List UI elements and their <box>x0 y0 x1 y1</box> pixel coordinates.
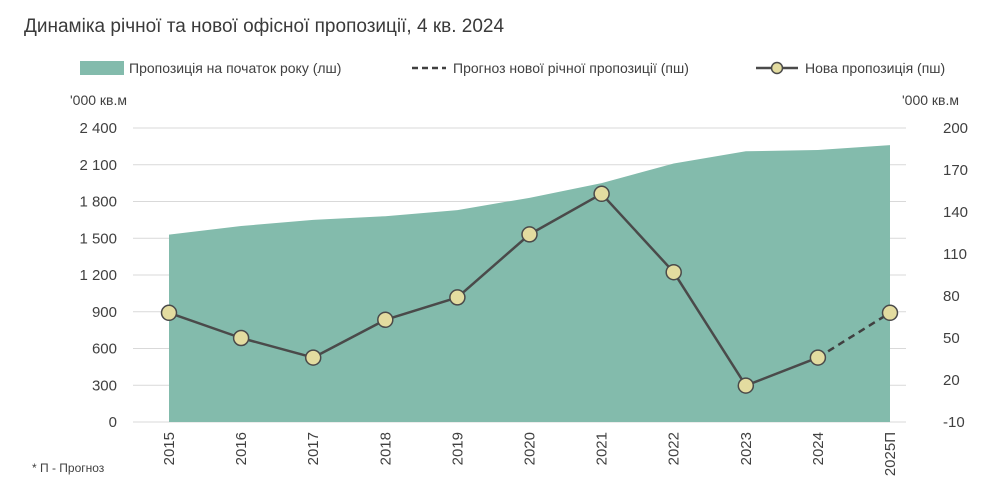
right-axis-unit: '000 кв.м <box>902 92 959 108</box>
legend-area-swatch <box>80 61 124 75</box>
left-tick-label: 2 100 <box>79 157 117 174</box>
right-axis-ticks: -10 20 50 80 110 140 170 200 <box>943 120 968 431</box>
new-supply-point <box>377 311 394 329</box>
right-tick-label: 80 <box>943 288 960 305</box>
right-tick-label: 110 <box>943 246 967 263</box>
forecast-point <box>881 304 899 322</box>
left-tick-label: 1 200 <box>79 267 117 284</box>
left-axis-unit: '000 кв.м <box>70 92 127 108</box>
footnote: * П - Прогноз <box>32 461 105 475</box>
new-supply-point <box>809 349 827 366</box>
new-supply-point <box>521 226 538 243</box>
supply-area <box>169 145 890 422</box>
left-tick-label: 300 <box>92 377 117 394</box>
x-tick-label: 2024 <box>810 432 827 465</box>
right-tick-label: 140 <box>943 204 968 221</box>
x-tick-label: 2020 <box>522 432 539 465</box>
legend-area-label: Пропозиція на початок року (лш) <box>129 60 341 76</box>
x-tick-label: 2018 <box>377 432 394 465</box>
right-tick-label: 20 <box>943 372 960 389</box>
x-tick-label: 2015 <box>161 432 178 465</box>
legend-new-supply-swatch-marker <box>770 61 784 75</box>
left-tick-label: 1 500 <box>79 230 117 247</box>
new-supply-point <box>449 289 466 306</box>
left-tick-label: 600 <box>92 341 117 358</box>
x-tick-label: 2017 <box>305 432 322 465</box>
x-tick-label: 2022 <box>666 432 683 465</box>
left-tick-label: 0 <box>109 414 117 431</box>
new-supply-point <box>593 185 610 203</box>
x-tick-label: 2016 <box>233 432 250 465</box>
x-tick-label: 2023 <box>738 432 755 465</box>
right-tick-label: 200 <box>943 120 968 137</box>
x-axis-ticks: 2015 2016 2017 2018 2019 2020 2021 2022 2023 2024… <box>161 432 899 476</box>
x-tick-label: 2021 <box>594 432 611 465</box>
new-supply-point <box>160 304 178 322</box>
chart-title: Динаміка річної та нової офісної пропози… <box>24 16 504 37</box>
left-tick-label: 2 400 <box>79 120 117 137</box>
new-supply-point <box>737 377 755 394</box>
area-series <box>169 145 890 422</box>
new-supply-point <box>304 349 322 366</box>
left-axis-ticks: 0 300 600 900 1 200 1 500 1 800 2 100 2 400 <box>79 120 117 431</box>
right-tick-label: 50 <box>943 330 960 347</box>
forecast-line <box>817 311 891 359</box>
new-supply-point <box>665 263 682 281</box>
line-series <box>160 185 899 394</box>
left-tick-label: 900 <box>92 304 117 321</box>
x-tick-label: 2019 <box>449 432 466 465</box>
left-tick-label: 1 800 <box>79 194 117 211</box>
new-supply-point <box>232 329 250 347</box>
x-tick-label: 2025П <box>882 432 899 476</box>
right-tick-label: -10 <box>943 414 965 431</box>
legend-new-supply-label: Нова пропозиція (пш) <box>805 60 945 76</box>
legend: Пропозиція на початок року (лш) Прогноз … <box>80 60 945 76</box>
new-supply-line <box>168 192 819 387</box>
right-tick-label: 170 <box>943 162 968 179</box>
legend-forecast-label: Прогноз нової річної пропозиції (пш) <box>453 60 689 76</box>
